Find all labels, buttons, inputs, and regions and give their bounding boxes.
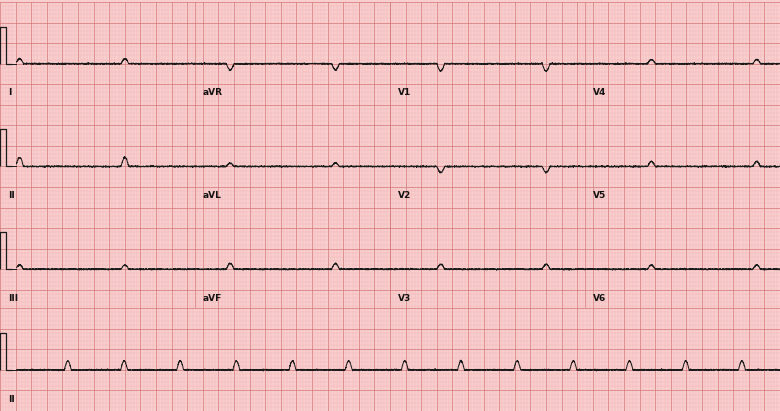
Text: V5: V5: [593, 191, 606, 200]
Text: III: III: [8, 294, 18, 303]
Text: aVR: aVR: [203, 88, 223, 97]
Text: I: I: [8, 88, 11, 97]
Text: V6: V6: [593, 294, 606, 303]
Text: V4: V4: [593, 88, 606, 97]
Text: aVF: aVF: [203, 294, 222, 303]
Text: II: II: [8, 395, 15, 404]
Text: V2: V2: [398, 191, 411, 200]
Text: II: II: [8, 191, 15, 200]
Text: V3: V3: [398, 294, 411, 303]
Text: V1: V1: [398, 88, 411, 97]
Text: aVL: aVL: [203, 191, 222, 200]
